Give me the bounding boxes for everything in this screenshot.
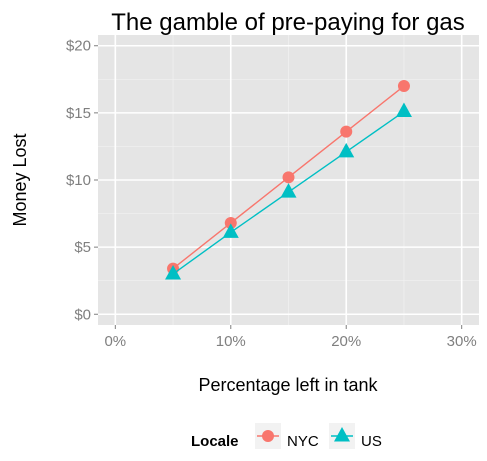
data-point-nyc	[340, 125, 353, 138]
legend-keys: NYC US	[255, 423, 382, 450]
x-tick-label: 20%	[331, 333, 361, 350]
y-tick-label: $10	[66, 172, 91, 189]
x-tick-label: 30%	[447, 333, 477, 350]
data-point-nyc	[282, 171, 295, 184]
legend-title: Locale	[191, 433, 239, 450]
x-tick-label: 0%	[104, 333, 126, 350]
data-point-us	[222, 223, 239, 238]
y-tick-label: $5	[74, 239, 91, 256]
data-point-nyc	[224, 216, 237, 229]
y-tick-label: $20	[66, 38, 91, 55]
x-axis-title: Percentage left in tank	[198, 375, 378, 395]
data-point-nyc	[397, 80, 410, 93]
legend: Locale NYC US	[191, 423, 382, 450]
y-tick-label: $15	[66, 105, 91, 122]
legend-marker-nyc	[262, 430, 274, 442]
legend-label-us: US	[361, 433, 382, 450]
y-axis-title: Money Lost	[10, 133, 30, 226]
series-layer	[165, 80, 412, 280]
tick-layer: 0% 10% 20% 30% $0 $5 $10 $15 $20	[66, 38, 477, 350]
data-point-us	[165, 264, 182, 280]
data-point-us	[280, 183, 297, 198]
y-tick-label: $0	[74, 306, 91, 323]
x-tick-label: 10%	[216, 333, 246, 350]
data-point-us	[338, 142, 355, 158]
chart-title: The gamble of pre-paying for gas	[111, 9, 465, 36]
legend-label-nyc: NYC	[287, 433, 319, 450]
legend-marker-us	[334, 427, 350, 442]
data-point-us	[395, 102, 412, 118]
